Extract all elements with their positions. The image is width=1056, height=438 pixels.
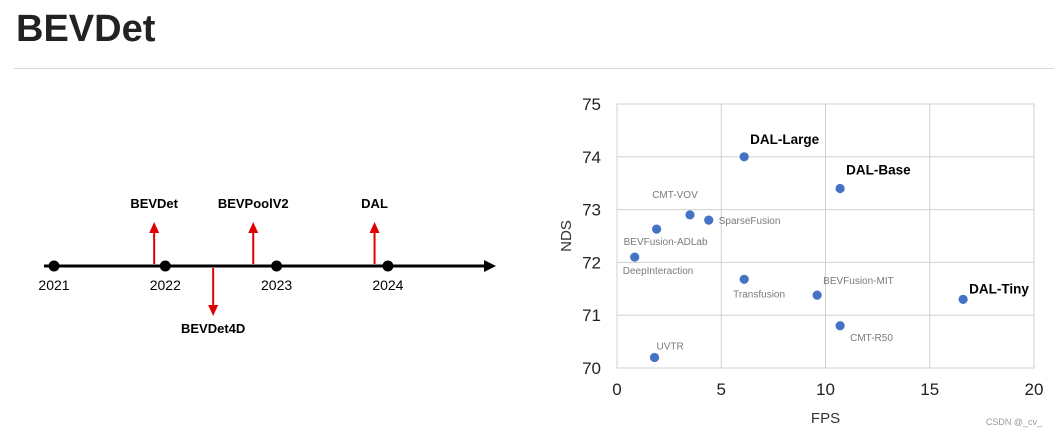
y-tick-label: 71: [582, 306, 601, 325]
data-point-deepinteraction: DeepInteraction: [623, 252, 694, 277]
year-marker-2021: [48, 260, 60, 272]
y-axis-label: NDS: [558, 220, 575, 252]
data-point-dal-base: DAL-Base: [835, 162, 911, 194]
point-label: UVTR: [657, 341, 684, 352]
event-arrow-head: [208, 305, 219, 316]
data-point-bevfusion-mit: BEVFusion-MIT: [812, 276, 894, 300]
point-marker: [812, 290, 822, 300]
y-tick-label: 75: [582, 95, 601, 114]
point-marker: [739, 274, 749, 284]
year-marker-2023: [271, 260, 283, 272]
y-tick-label: 72: [582, 253, 601, 272]
event-label: BEVDet: [130, 196, 178, 211]
y-tick-label: 70: [582, 359, 601, 378]
point-label: DAL-Tiny: [969, 281, 1029, 296]
year-label-2022: 2022: [150, 277, 181, 293]
x-tick-label: 15: [920, 380, 939, 399]
data-point-dal-large: DAL-Large: [739, 132, 820, 162]
point-label: DAL-Base: [846, 162, 911, 177]
x-tick-label: 0: [612, 380, 621, 399]
event-arrow-head: [248, 222, 259, 233]
year-label-2023: 2023: [261, 277, 292, 293]
point-label: DAL-Large: [750, 132, 819, 147]
data-point-cmt-vov: CMT-VOV: [652, 190, 698, 220]
timeline-diagram: 2021 2022 2023 2024 BEVDet BEVDet4D BEVPoolV2 D…: [38, 196, 496, 336]
point-marker: [739, 152, 749, 162]
point-label: CMT-R50: [850, 333, 893, 344]
chart-gridlines: [616, 103, 1035, 369]
x-tick-label: 20: [1025, 380, 1044, 399]
timeline-arrowhead: [484, 260, 496, 272]
x-axis-label: FPS: [811, 410, 840, 427]
point-marker: [835, 183, 845, 194]
year-marker-2024: [382, 260, 394, 272]
point-label: BEVFusion-ADLab: [624, 237, 708, 248]
point-label: DeepInteraction: [623, 266, 694, 277]
page-title: BEVDet: [16, 8, 156, 50]
event-label: DAL: [361, 196, 388, 211]
title-divider: [14, 68, 1054, 69]
year-label-2021: 2021: [38, 277, 69, 293]
event-bevdet: BEVDet: [130, 196, 179, 264]
point-label: BEVFusion-MIT: [823, 276, 894, 287]
data-point-sparsefusion: SparseFusion: [704, 215, 781, 227]
y-tick-label: 74: [582, 148, 601, 167]
year-marker-2022: [159, 260, 171, 272]
year-label-2024: 2024: [372, 277, 403, 293]
event-label: BEVDet4D: [181, 321, 245, 336]
data-point-dal-tiny: DAL-Tiny: [958, 281, 1029, 304]
event-label: BEVPoolV2: [218, 196, 289, 211]
data-point-bevfusion-adlab: BEVFusion-ADLab: [624, 224, 708, 248]
event-arrow-head: [149, 222, 160, 233]
point-label: SparseFusion: [719, 216, 781, 227]
point-marker: [685, 210, 695, 220]
x-tick-label: 5: [717, 380, 726, 399]
point-marker: [835, 321, 845, 331]
event-bevpoolv2: BEVPoolV2: [218, 196, 289, 264]
event-bevdet4d: BEVDet4D: [181, 268, 245, 336]
point-marker: [649, 352, 660, 363]
data-point-uvtr: UVTR: [649, 341, 684, 363]
y-tick-label: 73: [582, 201, 601, 220]
point-marker: [652, 224, 662, 234]
event-arrow-head: [369, 222, 380, 233]
point-marker: [704, 215, 714, 225]
watermark: CSDN @_cv_: [985, 417, 1042, 427]
event-dal: DAL: [361, 196, 388, 264]
point-marker: [630, 252, 640, 262]
x-tick-label: 10: [816, 380, 835, 399]
data-point-cmt-r50: CMT-R50: [835, 321, 893, 344]
data-point-transfusion: Transfusion: [733, 274, 785, 300]
point-marker: [958, 294, 968, 304]
point-label: CMT-VOV: [652, 190, 698, 201]
point-label: Transfusion: [733, 289, 785, 300]
